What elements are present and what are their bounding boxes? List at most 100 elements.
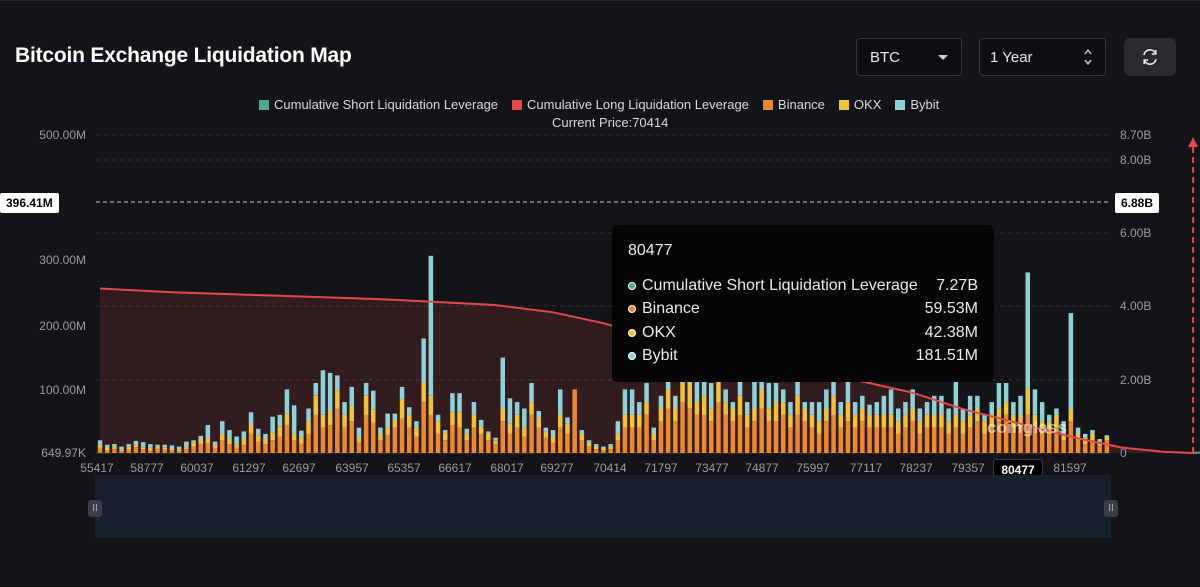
bar-okx <box>788 414 793 428</box>
y-right-tick-label: 0 <box>1120 446 1127 460</box>
bar-okx <box>176 449 182 452</box>
bar-binance <box>514 427 520 453</box>
x-tick-label: 79357 <box>951 461 985 475</box>
bar-bybit <box>105 444 110 449</box>
bar-bybit <box>407 407 412 415</box>
bar-binance <box>1018 427 1023 453</box>
legend-item-long[interactable]: Cumulative Long Liquidation Leverage <box>512 97 749 112</box>
bar-bybit <box>1083 433 1088 438</box>
legend-label: Cumulative Short Liquidation Leverage <box>274 97 499 112</box>
legend-item-short[interactable]: Cumulative Short Liquidation Leverage <box>259 97 498 112</box>
bar-okx <box>809 414 815 428</box>
bar-okx <box>184 446 189 450</box>
x-tick-label: 60037 <box>180 461 214 475</box>
bar-bybit <box>450 393 455 413</box>
bar-binance <box>946 433 951 453</box>
coin-select-value: BTC <box>870 48 900 66</box>
x-tick-label: 81597 <box>1053 461 1087 475</box>
bar-okx <box>220 433 225 441</box>
tooltip-series-value: 42.38M <box>924 323 978 341</box>
bar-bybit <box>1018 395 1023 415</box>
bar-bybit <box>176 446 182 450</box>
bar-bybit <box>816 402 822 422</box>
bar-okx <box>939 414 944 428</box>
bar-bybit <box>486 431 491 434</box>
bar-binance <box>680 402 685 453</box>
bar-bybit <box>457 393 462 413</box>
bar-binance <box>291 440 297 453</box>
bar-bybit <box>946 408 951 422</box>
bar-okx <box>105 448 110 451</box>
bar-binance <box>385 435 390 453</box>
bar-binance <box>407 427 412 453</box>
tooltip-series-name: OKX <box>642 323 676 341</box>
bar-binance <box>816 433 822 453</box>
bar-okx <box>975 408 980 422</box>
legend-item-okx[interactable]: OKX <box>838 97 881 112</box>
bar-bybit <box>881 395 887 415</box>
brush-handle-right[interactable]: II <box>1104 500 1118 517</box>
bar-binance <box>421 402 426 453</box>
bar-okx <box>1032 414 1038 428</box>
bar-binance <box>622 427 628 453</box>
legend-item-binance[interactable]: Binance <box>762 97 825 112</box>
legend-item-bybit[interactable]: Bybit <box>895 97 939 112</box>
range-select[interactable]: 1 Year <box>979 38 1106 76</box>
tooltip-series-value: 181.51M <box>915 347 978 365</box>
bar-binance <box>860 421 865 453</box>
bar-bybit <box>838 402 843 415</box>
bar-bybit <box>788 402 793 415</box>
bar-binance <box>867 427 872 453</box>
bar-okx <box>665 389 671 409</box>
legend-label: Bybit <box>910 97 940 112</box>
bar-binance <box>658 421 664 453</box>
bar-bybit <box>529 383 534 403</box>
bar-okx <box>241 438 247 445</box>
bar-okx <box>119 449 124 452</box>
bar-bybit <box>385 413 390 428</box>
bar-okx <box>385 427 390 436</box>
bar-okx <box>536 417 541 428</box>
brush-handle-left[interactable]: II <box>88 500 102 517</box>
bar-okx <box>248 425 254 434</box>
bar-okx <box>443 432 448 441</box>
bar-binance <box>464 440 469 453</box>
bar-okx <box>960 421 966 434</box>
bar-okx <box>989 414 994 428</box>
bar-binance <box>745 427 750 453</box>
bar-binance <box>824 421 829 453</box>
bar-okx <box>637 414 642 428</box>
bar-binance <box>1047 433 1052 453</box>
refresh-button[interactable] <box>1124 38 1176 76</box>
crosshair-right-value: 6.88B <box>1115 193 1160 213</box>
bar-bybit <box>306 408 311 422</box>
bar-binance <box>716 402 721 453</box>
bar-bybit <box>622 389 628 415</box>
bar-binance <box>435 433 441 453</box>
bar-binance <box>342 427 347 453</box>
bar-binance <box>529 414 534 453</box>
bar-okx <box>629 414 635 428</box>
bar-bybit <box>371 390 376 410</box>
bar-bybit <box>745 402 750 415</box>
x-tick-label: 73477 <box>695 461 729 475</box>
bar-okx <box>759 389 764 409</box>
updown-chevron-icon <box>1084 48 1092 66</box>
bar-binance <box>306 433 311 453</box>
bar-bybit <box>220 421 225 434</box>
bar-okx <box>1025 388 1030 415</box>
bar-okx <box>1061 433 1066 441</box>
y-left-tick-label: 500.00M <box>39 128 86 142</box>
coin-select[interactable]: BTC <box>856 38 962 76</box>
range-brush[interactable] <box>95 475 1111 538</box>
bar-okx <box>486 433 491 441</box>
bar-binance <box>788 427 793 453</box>
bar-okx <box>1090 433 1095 441</box>
bar-okx <box>457 412 462 428</box>
bar-bybit <box>608 444 613 447</box>
bar-bybit <box>1104 435 1110 437</box>
bar-binance <box>809 427 815 453</box>
bar-bybit <box>205 425 211 438</box>
bar-okx <box>227 439 232 445</box>
bar-binance <box>198 444 203 453</box>
